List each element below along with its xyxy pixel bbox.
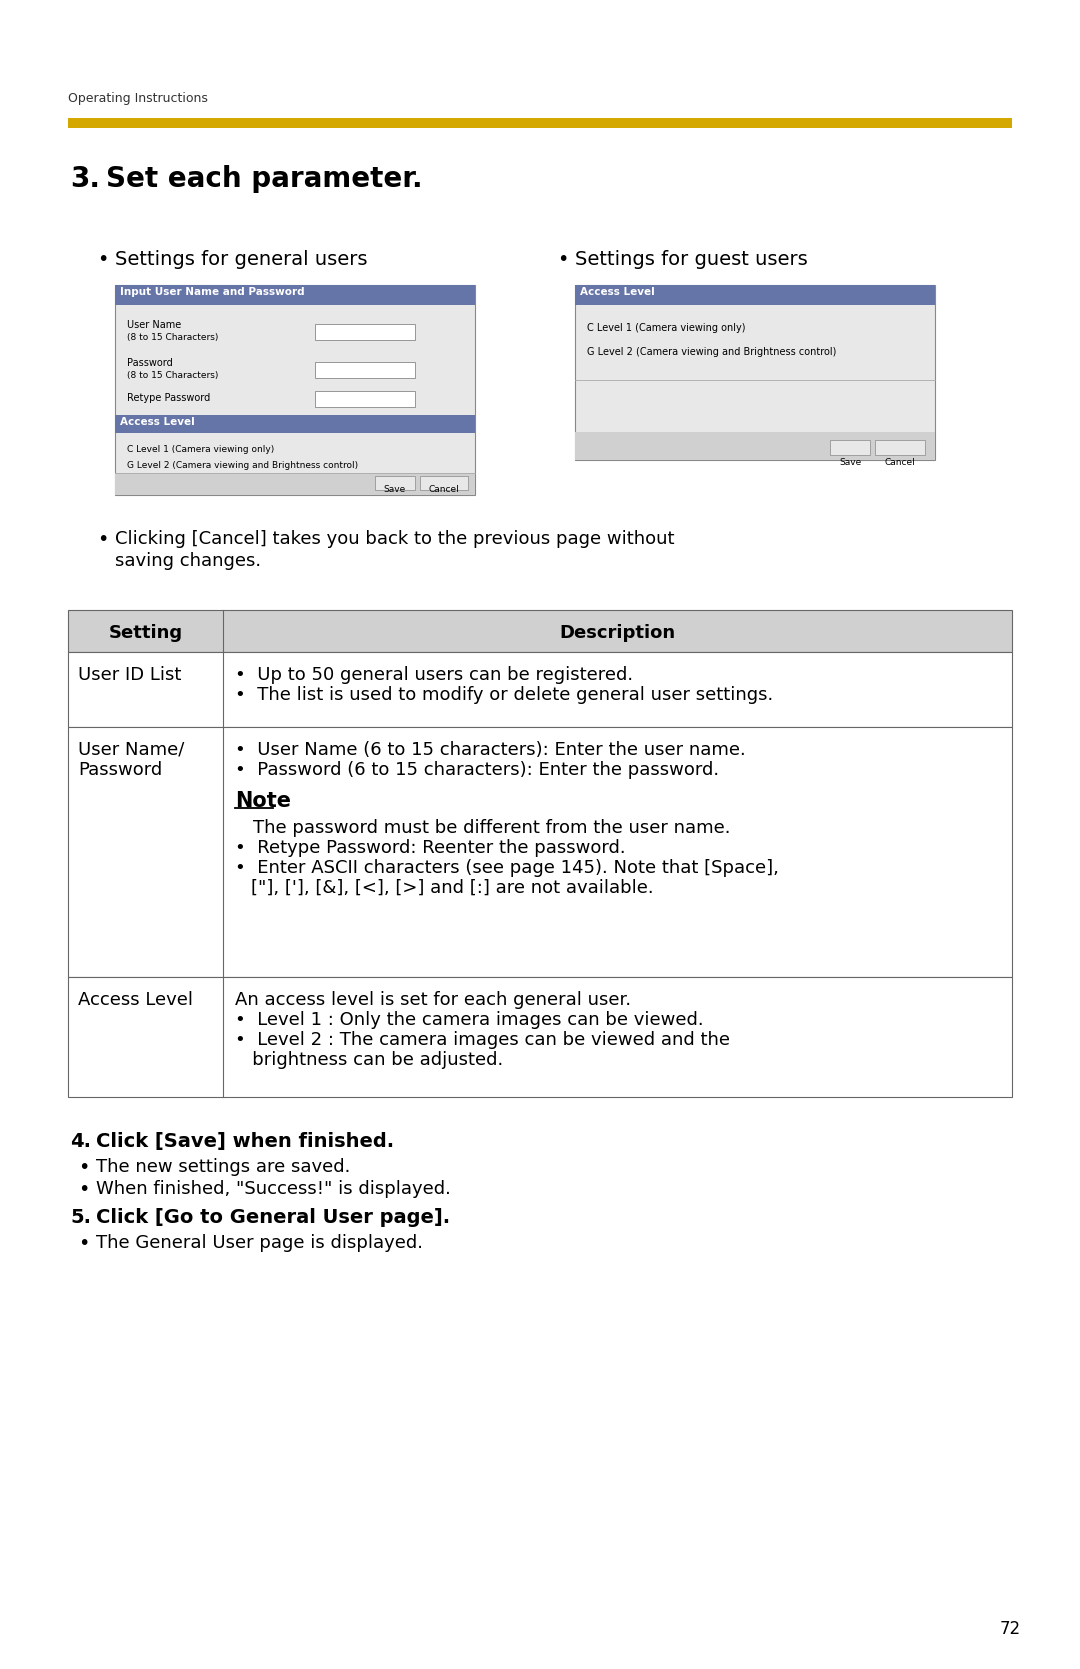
Text: •: •	[78, 1233, 90, 1253]
Bar	[68, 609, 1012, 653]
Text: User Name/: User Name/	[78, 741, 185, 759]
Text: Save: Save	[383, 486, 406, 494]
Bar	[315, 324, 415, 340]
Text: (8 to 15 Characters): (8 to 15 Characters)	[127, 371, 218, 381]
Text: C Level 1 (Camera viewing only): C Level 1 (Camera viewing only)	[588, 324, 745, 334]
Text: Setting: Setting	[108, 624, 183, 643]
Bar	[315, 391, 415, 407]
Text: •: •	[557, 250, 568, 269]
Text: Click [Save] when finished.: Click [Save] when finished.	[96, 1132, 394, 1152]
Text: Retype Password: Retype Password	[127, 392, 211, 402]
Text: •  User Name (6 to 15 characters): Enter the user name.: • User Name (6 to 15 characters): Enter …	[235, 741, 746, 759]
Text: Description: Description	[559, 624, 676, 643]
Text: •: •	[97, 250, 108, 269]
Text: Access Level: Access Level	[580, 287, 654, 297]
Text: User ID List: User ID List	[78, 666, 181, 684]
Text: Cancel: Cancel	[885, 457, 916, 467]
Bar	[68, 728, 1012, 976]
Bar	[831, 441, 870, 456]
Text: •  Level 2 : The camera images can be viewed and the: • Level 2 : The camera images can be vie…	[235, 1031, 730, 1050]
Text: Click [Go to General User page].: Click [Go to General User page].	[96, 1208, 450, 1227]
Text: G Level 2 (Camera viewing and Brightness control): G Level 2 (Camera viewing and Brightness…	[588, 347, 836, 357]
Bar	[114, 285, 475, 305]
Text: (8 to 15 Characters): (8 to 15 Characters)	[127, 334, 218, 342]
Text: Password: Password	[78, 761, 162, 779]
Text: 5.: 5.	[70, 1208, 91, 1227]
Text: •: •	[78, 1180, 90, 1198]
Text: Save: Save	[839, 457, 861, 467]
Text: Clicking [Cancel] takes you back to the previous page without: Clicking [Cancel] takes you back to the …	[114, 531, 675, 547]
Text: Operating Instructions: Operating Instructions	[68, 92, 207, 105]
Text: Settings for general users: Settings for general users	[114, 250, 367, 269]
Text: G Level 2 (Camera viewing and Brightness control): G Level 2 (Camera viewing and Brightness…	[127, 461, 359, 471]
Text: •  Enter ASCII characters (see page 145). Note that [Space],: • Enter ASCII characters (see page 145).…	[235, 860, 779, 876]
Bar	[420, 476, 468, 491]
Text: The new settings are saved.: The new settings are saved.	[96, 1158, 350, 1177]
Text: •: •	[78, 1158, 90, 1177]
Text: Input User Name and Password: Input User Name and Password	[120, 287, 305, 297]
Text: User Name: User Name	[127, 320, 181, 330]
Text: Access Level: Access Level	[78, 991, 193, 1010]
Text: saving changes.: saving changes.	[114, 552, 261, 571]
Text: Password: Password	[127, 357, 173, 367]
Text: •: •	[97, 531, 108, 549]
Text: C Level 1 (Camera viewing only): C Level 1 (Camera viewing only)	[127, 446, 274, 454]
Text: ["], ['], [&], [<], [>] and [:] are not available.: ["], ['], [&], [<], [>] and [:] are not …	[251, 880, 653, 896]
Bar	[114, 416, 475, 432]
Text: When finished, "Success!" is displayed.: When finished, "Success!" is displayed.	[96, 1180, 450, 1198]
Bar	[68, 653, 1012, 728]
Bar	[68, 976, 1012, 1097]
Bar	[114, 285, 475, 496]
Text: 72: 72	[999, 1621, 1021, 1637]
Text: Set each parameter.: Set each parameter.	[106, 165, 422, 194]
Text: •  The list is used to modify or delete general user settings.: • The list is used to modify or delete g…	[235, 686, 773, 704]
Bar	[315, 362, 415, 377]
Bar	[68, 118, 1012, 129]
Bar	[575, 285, 935, 461]
Text: 4.: 4.	[70, 1132, 91, 1152]
Text: Access Level: Access Level	[120, 417, 194, 427]
Text: An access level is set for each general user.: An access level is set for each general …	[235, 991, 631, 1010]
Text: Cancel: Cancel	[429, 486, 459, 494]
Text: 3.: 3.	[70, 165, 100, 194]
Text: •  Level 1 : Only the camera images can be viewed.: • Level 1 : Only the camera images can b…	[235, 1011, 704, 1030]
Text: •  Up to 50 general users can be registered.: • Up to 50 general users can be register…	[235, 666, 633, 684]
Text: brightness can be adjusted.: brightness can be adjusted.	[235, 1051, 503, 1070]
Text: Settings for guest users: Settings for guest users	[575, 250, 808, 269]
Bar	[375, 476, 415, 491]
Text: The General User page is displayed.: The General User page is displayed.	[96, 1233, 423, 1252]
Text: The password must be different from the user name.: The password must be different from the …	[253, 819, 730, 836]
Bar	[575, 432, 935, 461]
Bar	[575, 285, 935, 305]
Bar	[114, 472, 475, 496]
Text: Note: Note	[235, 791, 291, 811]
Bar	[875, 441, 924, 456]
Text: •  Retype Password: Reenter the password.: • Retype Password: Reenter the password.	[235, 840, 625, 856]
Text: •  Password (6 to 15 characters): Enter the password.: • Password (6 to 15 characters): Enter t…	[235, 761, 719, 779]
